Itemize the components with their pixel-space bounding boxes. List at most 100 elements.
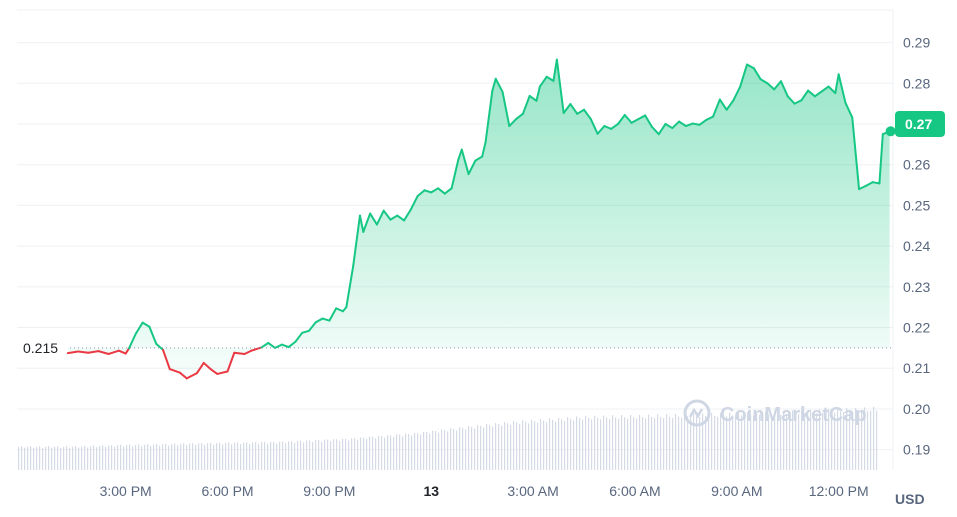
- y-tick-label: 0.25: [903, 197, 930, 213]
- volume-bar: [264, 442, 266, 470]
- volume-bar: [618, 418, 620, 470]
- price-line-segment: [501, 90, 511, 128]
- price-line-segment: [562, 103, 572, 114]
- volume-bar: [33, 447, 35, 470]
- volume-bar: [729, 412, 731, 470]
- reference-price-label: 0.215: [23, 340, 58, 356]
- volume-bar: [825, 412, 827, 470]
- volume-bar: [348, 440, 350, 470]
- price-line-segment: [481, 141, 487, 158]
- volume-bar: [411, 435, 413, 470]
- volume-bar: [420, 434, 422, 470]
- price-line-segment: [596, 125, 606, 135]
- volume-bar: [135, 444, 137, 470]
- volume-bar: [192, 443, 194, 470]
- volume-bar: [48, 446, 50, 470]
- y-tick-label: 0.23: [903, 279, 930, 295]
- volume-bar: [456, 430, 458, 470]
- volume-bar: [18, 446, 20, 470]
- volume-bar: [486, 424, 488, 470]
- volume-bar: [210, 442, 212, 470]
- volume-bar: [249, 444, 251, 470]
- volume-bar: [507, 423, 509, 470]
- volume-bar: [756, 411, 758, 470]
- volume-bar: [291, 441, 293, 470]
- volume-bar: [840, 412, 842, 470]
- price-line-segment: [423, 189, 433, 194]
- volume-bar: [774, 411, 776, 470]
- volume-bar: [123, 446, 125, 470]
- volume-bar: [285, 443, 287, 470]
- y-tick-label: 0.20: [903, 401, 930, 417]
- price-line-segment: [345, 265, 355, 309]
- volume-bar: [558, 417, 560, 470]
- volume-bar: [675, 413, 677, 470]
- price-line-segment: [141, 321, 151, 328]
- volume-bar: [315, 440, 317, 470]
- price-line-segment: [813, 90, 823, 98]
- price-line-segment: [409, 195, 419, 211]
- volume-bar: [702, 413, 704, 470]
- currency-unit-label: USD: [895, 491, 925, 507]
- volume-bar: [513, 421, 515, 470]
- volume-bar: [549, 418, 551, 470]
- volume-bar: [537, 422, 539, 470]
- volume-bar: [438, 432, 440, 470]
- volume-bar: [321, 441, 323, 470]
- volume-bar: [174, 443, 176, 470]
- price-line-segment: [807, 89, 816, 98]
- price-line-segment: [759, 78, 769, 85]
- volume-bar: [753, 415, 755, 470]
- volume-bar: [633, 417, 635, 470]
- volume-bar: [792, 410, 794, 470]
- volume-bar: [693, 413, 695, 470]
- volume-bar: [387, 435, 389, 470]
- price-line-segment: [623, 114, 633, 124]
- price-line-segment: [616, 114, 626, 125]
- volume-bar: [306, 440, 308, 470]
- x-tick-label: 9:00 AM: [711, 483, 762, 499]
- volume-bar: [660, 416, 662, 470]
- y-tick-label: 0.22: [903, 320, 930, 336]
- volume-bar: [435, 431, 437, 470]
- volume-bar: [564, 420, 566, 470]
- price-line-segment: [538, 75, 548, 88]
- volume-bar: [810, 409, 812, 470]
- price-line-segment: [515, 112, 524, 121]
- price-line-segment: [321, 317, 331, 322]
- volume-bar: [252, 442, 254, 470]
- volume-bar: [696, 416, 698, 470]
- volume-bar: [504, 422, 506, 470]
- volume-bar: [369, 436, 371, 470]
- price-line-segment: [396, 214, 406, 222]
- price-line-segment: [450, 158, 460, 190]
- volume-bar: [855, 407, 857, 470]
- volume-bar: [744, 415, 746, 470]
- volume-bar: [183, 443, 185, 470]
- volume-bar: [453, 428, 455, 470]
- volume-bar: [339, 440, 341, 470]
- price-line-segment: [375, 209, 385, 226]
- price-line-segment: [508, 118, 518, 128]
- volume-bar: [219, 442, 221, 470]
- price-line-segment: [576, 108, 586, 115]
- price-line-segment: [148, 325, 158, 345]
- volume-bar: [84, 445, 86, 470]
- price-line-segment: [793, 99, 803, 105]
- volume-bar: [222, 444, 224, 470]
- volume-bar: [444, 429, 446, 470]
- volume-bar: [51, 447, 53, 470]
- volume-bar: [198, 443, 200, 470]
- volume-bar: [144, 444, 146, 470]
- volume-bar: [588, 417, 590, 470]
- volume-bar: [582, 419, 584, 470]
- volume-bar: [39, 446, 41, 470]
- volume-bar: [609, 419, 611, 470]
- volume-bar: [69, 447, 71, 470]
- volume-bar: [471, 426, 473, 470]
- volume-bar: [75, 446, 77, 470]
- volume-bar: [870, 410, 872, 470]
- volume-bar: [804, 413, 806, 470]
- volume-bar: [534, 421, 536, 470]
- volume-bar: [267, 443, 269, 470]
